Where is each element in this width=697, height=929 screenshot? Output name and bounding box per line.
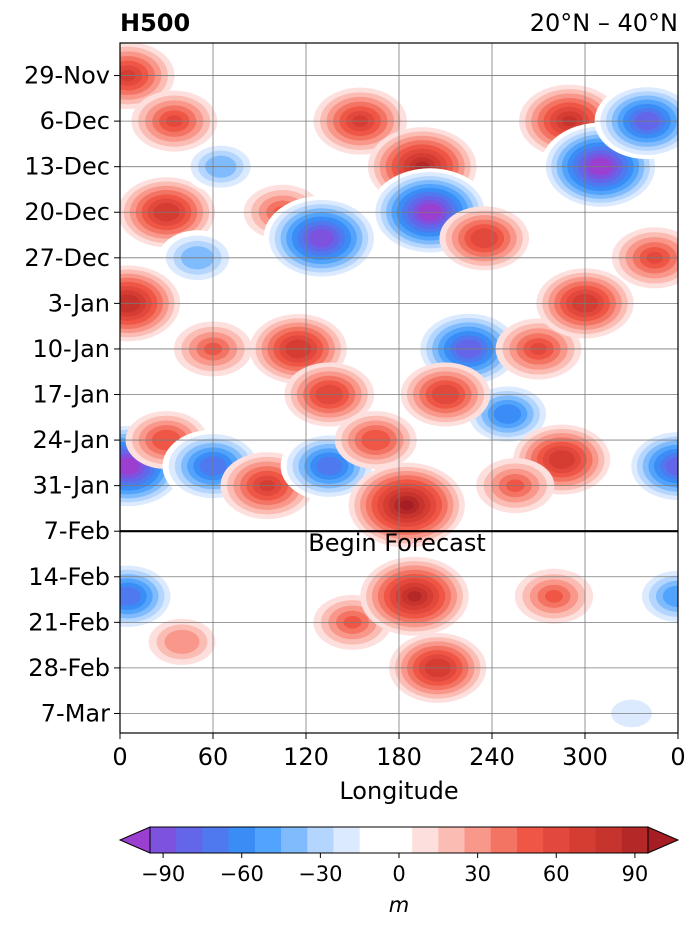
y-tick-label-10: 7-Feb	[44, 517, 110, 545]
colorbar-segment-0	[150, 827, 177, 853]
colorbar-segment-16	[569, 827, 597, 853]
colorbar-segment-8	[359, 827, 387, 853]
y-axis: 29-Nov 6-Dec 13-Dec 20-Dec 27-Dec 3-Jan 10-Jan…	[24, 62, 120, 727]
forecast-marker: Begin Forecast	[120, 529, 678, 557]
colorbar: −90 −60 −30 0 30 60 90	[118, 826, 680, 886]
x-tick-label-3: 180	[376, 743, 422, 771]
y-tick-label-13: 28-Feb	[28, 654, 110, 682]
colorbar-label: m	[389, 893, 409, 917]
y-tick-label-12: 21-Feb	[28, 608, 110, 636]
colorbar-extend-high	[647, 826, 680, 854]
anomaly-center-36	[148, 618, 216, 665]
colorbar-tick-label-2: −30	[298, 862, 342, 886]
anomaly-center-38	[360, 556, 469, 636]
y-tick-label-3: 20-Dec	[24, 198, 110, 226]
y-tick-label-2: 13-Dec	[24, 153, 110, 181]
y-tick-label-6: 10-Jan	[32, 335, 110, 363]
y-tick-label-11: 14-Feb	[28, 563, 110, 591]
colorbar-segment-14	[516, 827, 544, 853]
anomaly-center-15	[439, 206, 530, 271]
colorbar-tick-label-0: −90	[141, 862, 185, 886]
colorbar-segment-18	[621, 827, 649, 853]
colorbar-tick-label-1: −60	[220, 862, 264, 886]
anomaly-center-19	[536, 268, 634, 339]
colorbar-segment-3	[228, 827, 256, 853]
x-tick-label-0: 0	[112, 743, 127, 771]
y-tick-label-1: 6-Dec	[40, 107, 110, 135]
colorbar-extend-low	[118, 826, 151, 854]
colorbar-segment-7	[333, 827, 361, 853]
y-tick-label-8: 24-Jan	[32, 426, 110, 454]
x-tick-label-1: 60	[198, 743, 229, 771]
colorbar-segment-1	[176, 827, 204, 853]
colorbar-tick-label-4: 30	[464, 862, 491, 886]
y-tick-label-5: 3-Jan	[48, 289, 110, 317]
anomaly-center-40	[514, 568, 594, 624]
colorbar-segment-12	[464, 827, 492, 853]
colorbar-segment-17	[595, 827, 623, 853]
colorbar-segment-6	[307, 827, 335, 853]
y-tick-label-14: 7-Mar	[41, 699, 110, 727]
x-tick-label-4: 240	[469, 743, 515, 771]
x-axis-label: Longitude	[339, 777, 458, 805]
x-tick-label-6: 0	[670, 743, 685, 771]
anomaly-center-35	[635, 565, 678, 627]
colorbar-segment-4	[254, 827, 282, 853]
anomaly-center-9	[263, 195, 380, 281]
anomaly-center-24	[625, 428, 678, 505]
x-tick-label-5: 300	[562, 743, 608, 771]
y-tick-label-0: 29-Nov	[24, 62, 110, 90]
anomaly-center-2	[120, 177, 216, 248]
anomaly-center-30	[348, 462, 465, 548]
x-tick-label-2: 120	[283, 743, 329, 771]
colorbar-segment-5	[281, 827, 308, 853]
x-axis: 0 60 120 180 240 300 0	[112, 733, 686, 771]
colorbar-tick-label-6: 90	[622, 862, 649, 886]
colorbar-segment-2	[202, 827, 230, 853]
anomaly-center-34	[120, 561, 177, 632]
colorbar-segment-11	[438, 827, 466, 853]
colorbar-segment-13	[490, 827, 518, 853]
region-label: 20°N – 40°N	[530, 9, 678, 37]
colorbar-segment-9	[385, 827, 413, 853]
y-tick-label-4: 27-Dec	[24, 244, 110, 272]
colorbar-tick-label-5: 60	[543, 862, 570, 886]
colorbar-segment-10	[412, 827, 439, 853]
chart-title: H500	[120, 9, 190, 37]
y-tick-label-9: 31-Jan	[32, 472, 110, 500]
colorbar-tick-label-3: 0	[392, 862, 405, 886]
colorbar-segment-15	[543, 827, 570, 853]
forecast-label: Begin Forecast	[308, 529, 486, 557]
anomaly-center-16	[462, 382, 553, 447]
y-tick-label-7: 17-Jan	[32, 381, 110, 409]
